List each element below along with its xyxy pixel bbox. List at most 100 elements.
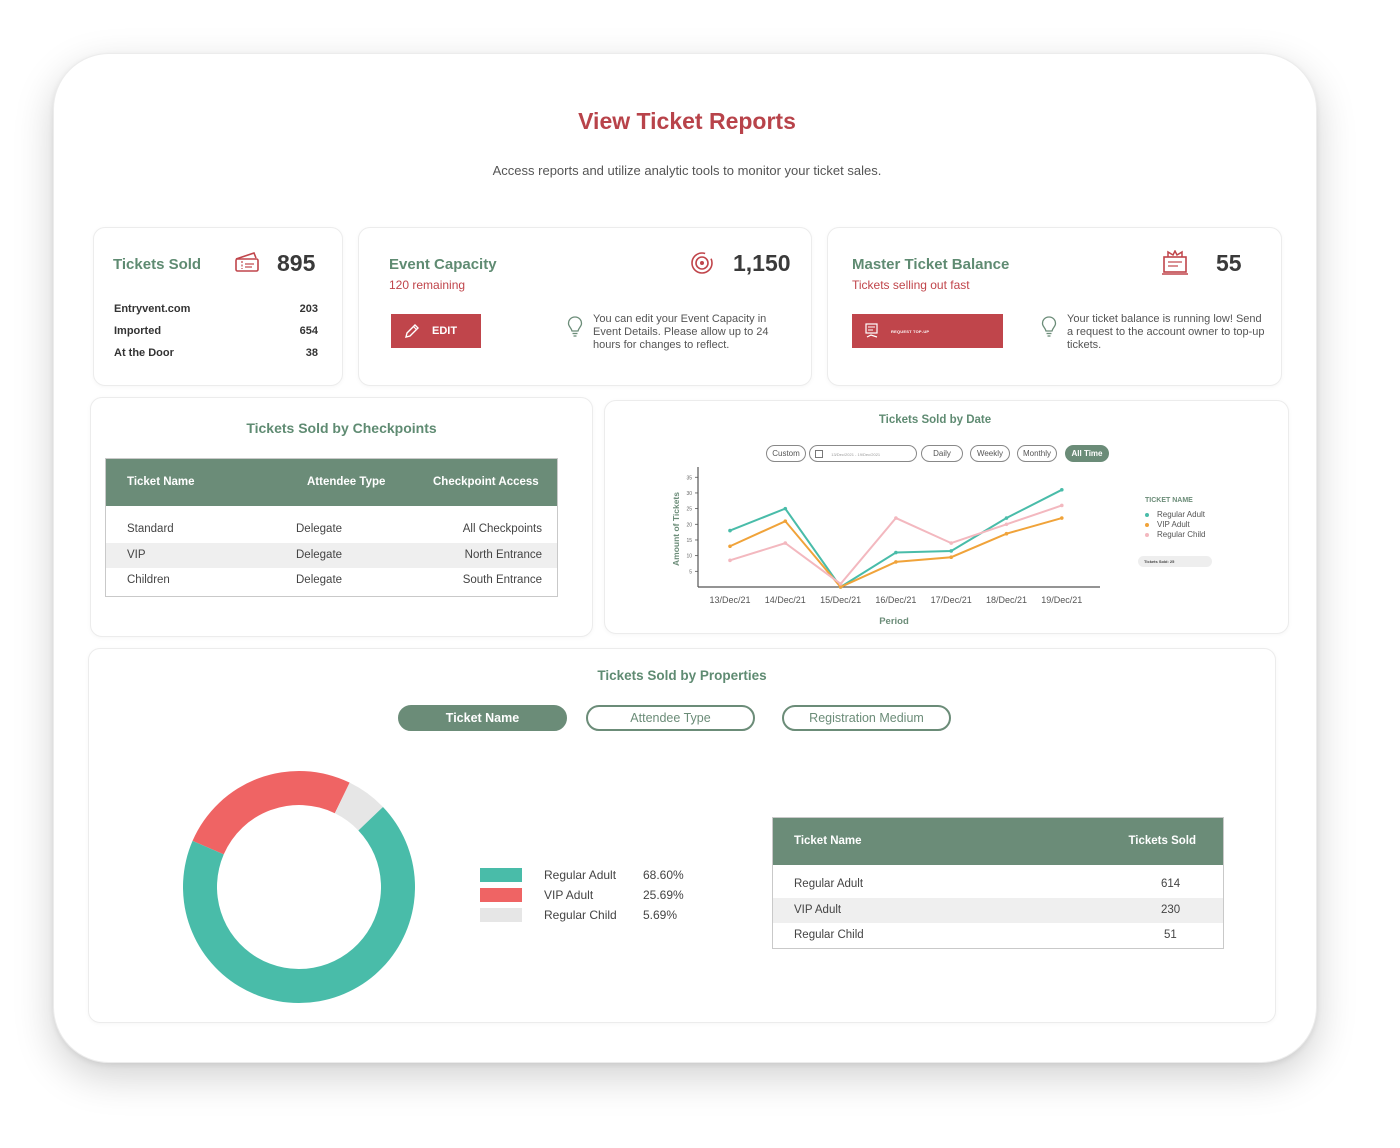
data-point bbox=[728, 544, 732, 549]
x-tick-label: 13/Dec/21 bbox=[709, 595, 750, 605]
date-range-input[interactable]: 13/Dec/2021 - 19/Dec/2021 bbox=[809, 445, 917, 462]
lightbulb-icon bbox=[567, 316, 583, 337]
request-topup-button[interactable]: REQUEST TOP-UP bbox=[852, 314, 1003, 348]
filter-custom[interactable]: Custom bbox=[766, 445, 806, 462]
request-button-label: REQUEST TOP-UP bbox=[891, 328, 930, 334]
date-range-text: 13/Dec/2021 - 19/Dec/2021 bbox=[831, 452, 881, 457]
tickets-sold-cell: 51 bbox=[1164, 929, 1177, 941]
data-point bbox=[838, 582, 843, 586]
y-tick-label: 30 bbox=[686, 491, 692, 497]
data-point bbox=[949, 555, 953, 560]
legend-item: Regular Adult bbox=[1145, 510, 1205, 520]
tickets-sold-cell: 614 bbox=[1161, 878, 1181, 890]
table-row: Standard Delegate All Checkpoints bbox=[106, 516, 557, 543]
column-header: Tickets Sold bbox=[1128, 835, 1196, 847]
table-row: Regular Child 51 bbox=[773, 923, 1223, 948]
table-header: Ticket Name Tickets Sold bbox=[773, 818, 1223, 865]
legend-percent: 68.60% bbox=[643, 868, 684, 882]
table-row: VIP Delegate North Entrance bbox=[106, 543, 557, 568]
edit-button-label: EDIT bbox=[432, 325, 458, 337]
calendar-icon bbox=[815, 449, 823, 458]
ticket-name-cell: Standard bbox=[127, 523, 174, 535]
attendee-type-cell: Delegate bbox=[296, 574, 343, 586]
by-date-card: Tickets Sold by Date Custom 13/Dec/2021 … bbox=[604, 400, 1289, 634]
x-tick-label: 19/Dec/21 bbox=[1041, 595, 1082, 605]
ticket-name-cell: Regular Child bbox=[794, 929, 864, 941]
source-label: At the Door bbox=[114, 347, 174, 359]
data-point bbox=[783, 541, 788, 545]
ticket-stack-icon bbox=[1162, 250, 1188, 275]
filter-monthly[interactable]: Monthly bbox=[1017, 445, 1057, 462]
data-point bbox=[1004, 531, 1009, 536]
legend-swatch bbox=[480, 888, 522, 902]
data-point bbox=[949, 549, 953, 553]
x-tick-label: 14/Dec/21 bbox=[765, 595, 806, 605]
donut-slice bbox=[182, 806, 415, 1003]
source-label: Imported bbox=[114, 325, 162, 337]
request-icon bbox=[865, 323, 878, 338]
line-chart: 5 10 15 20 25 30 35 13/Dec/21 14/Dec/21 15/Dec/21… bbox=[671, 467, 1100, 627]
legend-dot bbox=[1145, 522, 1149, 527]
column-header: Ticket Name bbox=[794, 835, 862, 847]
x-tick-label: 18/Dec/21 bbox=[986, 595, 1027, 605]
target-icon bbox=[691, 252, 713, 274]
legend-dot bbox=[1145, 512, 1149, 517]
data-point bbox=[949, 541, 953, 545]
balance-status: Tickets selling out fast bbox=[852, 278, 970, 292]
capacity-total: 1,150 bbox=[733, 250, 791, 276]
data-point bbox=[783, 506, 788, 511]
series-line bbox=[729, 488, 1063, 589]
ticket-name-cell: VIP bbox=[127, 549, 146, 561]
legend-swatch bbox=[480, 868, 522, 882]
data-point bbox=[1060, 488, 1064, 492]
y-axis-label: Amount of Tickets bbox=[671, 492, 681, 566]
edit-capacity-button[interactable]: EDIT bbox=[391, 314, 481, 348]
balance-hint: Your ticket balance is running low! Send… bbox=[1067, 313, 1265, 351]
legend-label: Regular Adult bbox=[544, 868, 617, 882]
data-point bbox=[783, 519, 788, 523]
donut-slice bbox=[334, 782, 383, 831]
balance-total: 55 bbox=[1216, 250, 1242, 276]
table-row: Children Delegate South Entrance bbox=[106, 568, 557, 595]
line-legend: Regular Adult VIP Adult Regular Child bbox=[1145, 510, 1205, 540]
checkpoints-title: Tickets Sold by Checkpoints bbox=[246, 420, 437, 436]
x-tick-label: 17/Dec/21 bbox=[931, 595, 972, 605]
event-capacity-card: Event Capacity 120 remaining 1,150 EDIT … bbox=[358, 227, 812, 386]
checkpoint-cell: South Entrance bbox=[462, 574, 542, 586]
ticket-icon bbox=[235, 252, 259, 272]
filter-all-time[interactable]: All Time bbox=[1065, 445, 1109, 462]
data-point bbox=[894, 516, 898, 520]
checkpoints-card: Tickets Sold by Checkpoints Ticket Name … bbox=[90, 397, 593, 637]
pencil-icon bbox=[405, 324, 419, 338]
legend-percent: 25.69% bbox=[643, 888, 684, 902]
tickets-sold-total: 895 bbox=[277, 250, 316, 276]
source-value: 203 bbox=[299, 303, 318, 315]
x-tick-label: 16/Dec/21 bbox=[875, 595, 916, 605]
checkpoint-cell: North Entrance bbox=[464, 549, 542, 561]
filter-daily[interactable]: Daily bbox=[921, 445, 963, 462]
properties-table: Ticket Name Tickets Sold Regular Adult 6… bbox=[772, 817, 1224, 949]
legend-dot bbox=[1145, 532, 1149, 537]
properties-title: Tickets Sold by Properties bbox=[597, 668, 767, 683]
checkpoints-table: Ticket Name Attendee Type Checkpoint Acc… bbox=[105, 458, 558, 597]
legend-item: Regular Child bbox=[1145, 530, 1205, 540]
tab-registration-medium[interactable]: Registration Medium bbox=[782, 705, 951, 731]
source-value: 38 bbox=[305, 347, 318, 359]
data-point bbox=[894, 560, 898, 564]
filter-weekly[interactable]: Weekly bbox=[970, 445, 1010, 462]
legend-percent: 5.69% bbox=[643, 908, 678, 922]
tickets-sold-badge: Tickets Sold: 25 bbox=[1138, 556, 1212, 567]
legend-label: Regular Adult bbox=[1157, 510, 1206, 519]
legend-swatch bbox=[480, 908, 522, 922]
y-tick-label: 25 bbox=[686, 507, 692, 513]
table-row: VIP Adult 230 bbox=[773, 898, 1223, 923]
source-label: Entryvent.com bbox=[114, 303, 191, 315]
ticket-name-cell: Regular Adult bbox=[794, 878, 864, 890]
legend-label: Regular Child bbox=[544, 908, 617, 922]
donut-chart bbox=[182, 771, 415, 1003]
page-subtitle: Access reports and utilize analytic tool… bbox=[492, 163, 882, 178]
y-tick-label: 20 bbox=[686, 522, 692, 528]
tab-ticket-name[interactable]: Ticket Name bbox=[398, 705, 567, 731]
tab-attendee-type[interactable]: Attendee Type bbox=[586, 705, 755, 731]
ticket-name-cell: VIP Adult bbox=[794, 904, 842, 916]
